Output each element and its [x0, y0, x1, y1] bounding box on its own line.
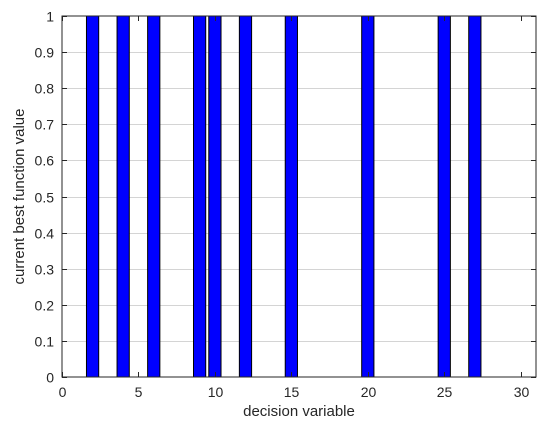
y-tick-label: 0.5: [35, 190, 55, 206]
plot-frame: [61, 15, 537, 378]
x-tick-label: 0: [59, 384, 67, 400]
bar: [116, 15, 130, 378]
bar: [85, 15, 100, 378]
y-tick-label: 0: [46, 370, 54, 386]
bar: [238, 15, 253, 378]
x-tick-label: 15: [284, 384, 300, 400]
bar: [147, 15, 161, 378]
x-tick-label: 20: [361, 384, 377, 400]
y-axis-ticks: 0 0.1 0.2 0.3 0.4 0.5 0.6 0.7 0.8 0.9 1: [35, 9, 536, 386]
y-tick-label: 0.7: [35, 117, 55, 133]
x-axis-label: decision variable: [243, 403, 355, 420]
bar: [284, 15, 298, 378]
x-tick-label: 5: [135, 384, 143, 400]
x-tick-label: 30: [514, 384, 530, 400]
y-tick-label: 0.2: [35, 298, 55, 314]
bar: [208, 15, 222, 378]
y-tick-label: 0.1: [35, 334, 55, 350]
y-tick-label: 0.8: [35, 81, 55, 97]
x-tick-label: 10: [208, 384, 224, 400]
grid-lines: [62, 52, 536, 342]
y-tick-label: 0.6: [35, 153, 55, 169]
bar: [468, 15, 482, 378]
bar: [361, 15, 375, 378]
y-tick-label: 1: [46, 9, 54, 25]
bar: [192, 15, 207, 378]
y-tick-label: 0.4: [35, 226, 55, 242]
x-axis-ticks: 0 5 10 15 20 25 30: [59, 16, 530, 400]
y-axis-label: current best function value: [11, 109, 28, 285]
bar: [437, 15, 451, 378]
y-tick-label: 0.3: [35, 262, 55, 278]
y-tick-label: 0.9: [35, 45, 55, 61]
plot-area: [62, 16, 536, 377]
x-tick-label: 25: [437, 384, 453, 400]
